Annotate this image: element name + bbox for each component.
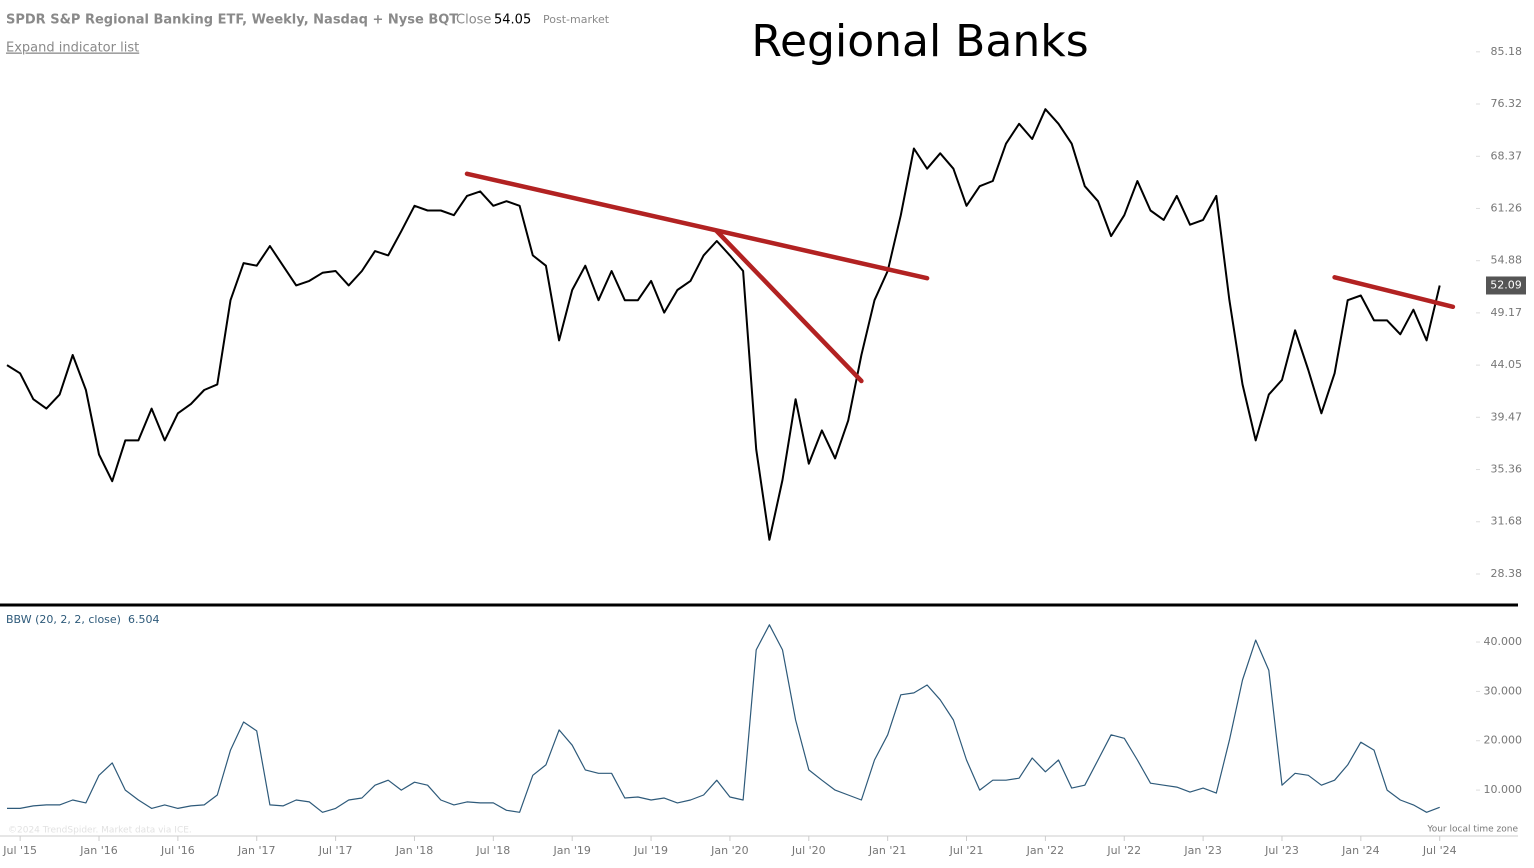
y-tick-label: 10.000	[1484, 783, 1523, 796]
trendline	[1332, 275, 1456, 310]
x-tick-label: Jul '23	[1264, 844, 1299, 857]
last-price-tag	[1486, 276, 1526, 295]
y-tick-label: 54.88	[1491, 254, 1523, 267]
y-tick-label: 49.17	[1491, 306, 1523, 319]
x-tick-label: Jul '16	[160, 844, 195, 857]
trendline	[464, 171, 930, 281]
x-tick-label: Jul '21	[949, 844, 984, 857]
x-tick-label: Jan '24	[1341, 844, 1379, 857]
y-tick-label: 28.38	[1491, 567, 1523, 580]
x-tick-label: Jul '22	[1106, 844, 1141, 857]
x-tick-label: Jul '18	[475, 844, 510, 857]
trendline	[714, 228, 864, 384]
symbol: SPDR S&P Regional Banking ETF, Weekly, N…	[6, 13, 458, 28]
y-tick-label: 44.05	[1491, 358, 1523, 371]
y-tick-label: 61.26	[1491, 201, 1523, 214]
y-tick-label: 20.000	[1484, 734, 1523, 747]
credit: ©2024 TrendSpider. Market data via ICE.	[8, 826, 192, 836]
indicator-value: 6.504	[128, 613, 160, 626]
x-tick-label: Jul '20	[791, 844, 826, 857]
x-tick-label: Jan '17	[237, 844, 275, 857]
price-line	[7, 624, 1440, 813]
x-tick-label: Jan '16	[79, 844, 117, 857]
close-label: Close	[456, 13, 491, 28]
x-tick-label: Jul '15	[2, 844, 37, 857]
x-tick-label: Jan '22	[1026, 844, 1064, 857]
y-tick-label: 35.36	[1491, 463, 1523, 476]
y-tick-label: 30.000	[1484, 684, 1523, 697]
x-tick-label: Jan '18	[395, 844, 433, 857]
close-value: 54.05	[494, 13, 531, 28]
last-price-label: 52.09	[1490, 278, 1522, 291]
y-tick-label: 31.68	[1491, 515, 1523, 528]
y-tick-label: 76.32	[1491, 97, 1523, 110]
x-tick-label: Jan '23	[1183, 844, 1221, 857]
timezone-note: Your local time zone	[1426, 825, 1518, 835]
chart-title: Regional Banks	[751, 16, 1088, 67]
session: Post-market	[543, 13, 610, 26]
y-tick-label: 40.000	[1484, 635, 1523, 648]
x-tick-label: Jan '20	[710, 844, 748, 857]
indicator-label: BBW (20, 2, 2, close)	[6, 613, 121, 626]
x-tick-label: Jul '17	[318, 844, 353, 857]
y-tick-label: 85.18	[1491, 45, 1523, 58]
x-tick-label: Jul '24	[1422, 844, 1457, 857]
y-tick-label: 39.47	[1491, 410, 1523, 423]
expand-indicator-link[interactable]: Expand indicator list	[6, 41, 139, 56]
x-tick-label: Jan '19	[552, 844, 590, 857]
y-tick-label: 68.37	[1491, 149, 1523, 162]
x-tick-label: Jan '21	[868, 844, 906, 857]
x-tick-label: Jul '19	[633, 844, 668, 857]
price-line	[6, 108, 1441, 541]
